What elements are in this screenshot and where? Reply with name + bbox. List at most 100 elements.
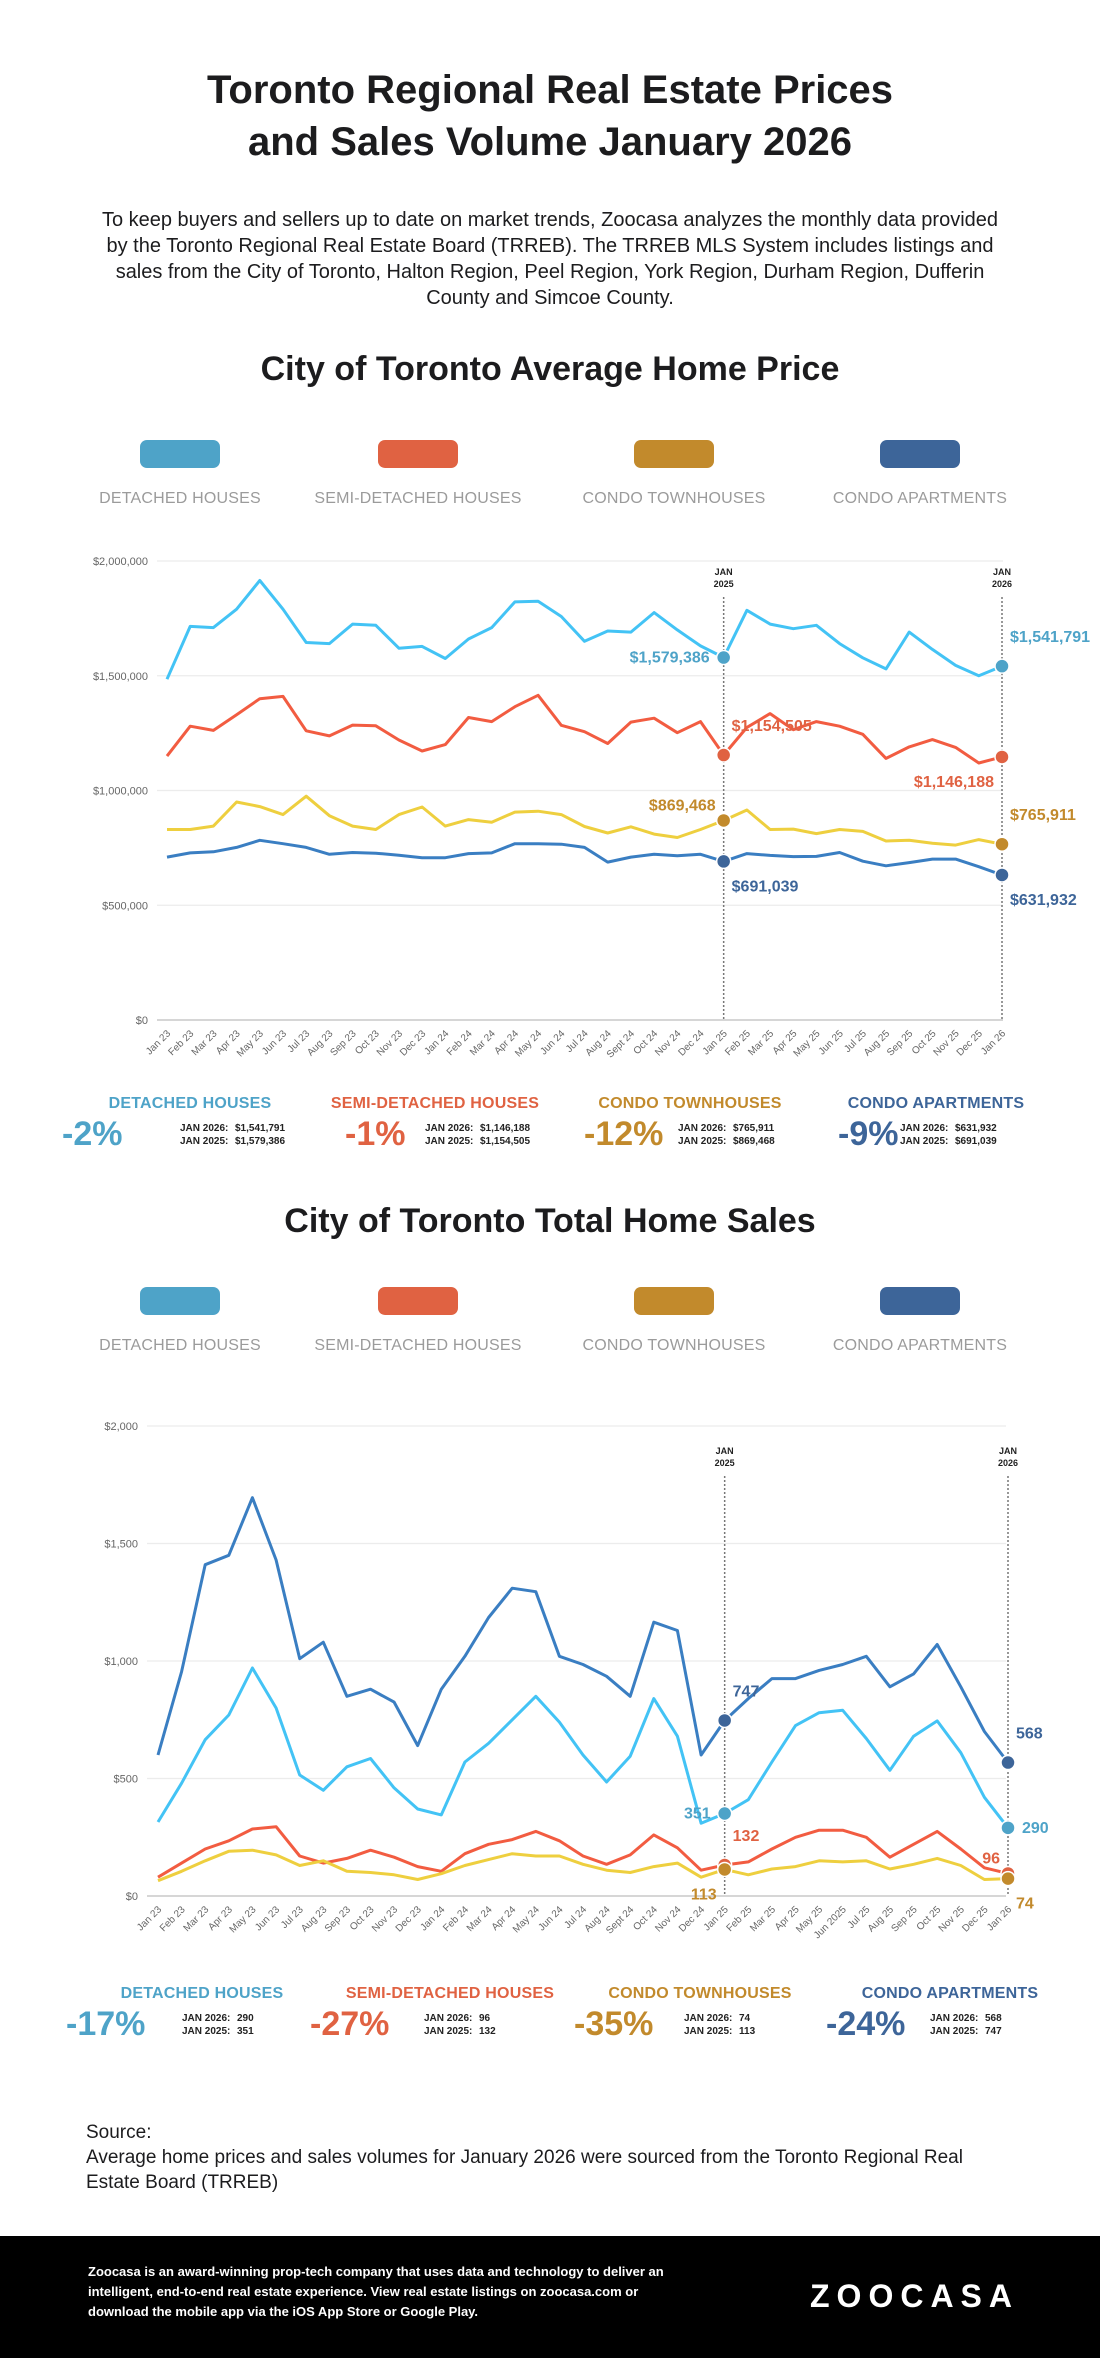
stat-row-value: $631,932 [955,1123,997,1134]
stat-row-value: 113 [739,2026,756,2037]
stat-row-value: 351 [237,2026,254,2037]
series-line-detached-houses [156,1666,1010,1829]
stat-percent-change: -17% [66,2005,146,2043]
marker-label: 2025 [714,579,734,589]
stat-row-value: $1,146,188 [480,1123,531,1134]
sales-legend: DETACHED HOUSES SEMI-DETACHED HOUSES CON… [60,1287,1040,1367]
price-stats: DETACHED HOUSES -2% JAN 2026: $1,541,791 … [62,1095,1050,1175]
stat-row-value: 290 [237,2013,254,2024]
legend-item-detached: DETACHED HOUSES [60,440,300,508]
x-tick-label: Jan 26 [985,1904,1014,1933]
stat-percent-change: -24% [826,2005,906,2043]
series-line-semi-detached-houses [165,693,1003,765]
data-label: 290 [1022,1820,1049,1837]
y-tick-label: $500 [114,1774,138,1786]
x-tick-label: Sep 23 [323,1904,353,1934]
sales-stat-semi-detached: SEMI-DETACHED HOUSES -27% JAN 2026: 96 JA… [310,1985,570,2043]
stat-row-value: $691,039 [955,1136,997,1147]
data-label: 568 [1016,1726,1043,1743]
stat-row-value: 96 [479,2013,491,2024]
price-stat-condo-apartments: CONDO APARTMENTS -9% JAN 2026: $631,932 J… [816,1095,1056,1153]
x-tick-label: Dec 25 [960,1904,990,1934]
data-point [716,1712,733,1729]
zoocasa-logo[interactable]: ZOOCASA [810,2278,1019,2314]
series-line-condo-townhouses [167,794,1003,847]
x-tick-label: Mar 24 [468,1028,498,1058]
stat-title: SEMI-DETACHED HOUSES [345,1985,555,2002]
stat-row-label: JAN 2025: [900,1136,949,1147]
data-label: 96 [982,1850,1000,1867]
marker-label: JAN [999,1446,1017,1456]
x-tick-label: Mar 23 [182,1904,212,1934]
legend-item-condo-townhouses: CONDO TOWNHOUSES [554,440,794,508]
stat-row-value: 747 [985,2026,1002,2037]
y-tick-label: $1,000 [104,1656,138,1668]
stat-row-label: JAN 2025: [930,2026,979,2037]
x-tick-label: May 24 [513,1028,544,1059]
series-line-detached-houses [165,579,1003,680]
x-tick-label: Dec 24 [677,1904,707,1934]
data-label: 351 [684,1806,711,1823]
stat-row-label: JAN 2025: [684,2026,733,2037]
data-label: $631,932 [1010,892,1077,909]
stat-row-label: JAN 2026: [424,2013,473,2024]
stat-row-value: $1,541,791 [235,1123,286,1134]
stat-row-value: $765,911 [733,1123,775,1134]
stat-row-label: JAN 2025: [678,1136,727,1147]
data-point [994,836,1010,852]
sales-stat-condo-townhouses: CONDO TOWNHOUSES -35% JAN 2026: 74 JAN 20… [574,1985,820,2043]
stat-title: CONDO TOWNHOUSES [608,1985,792,2002]
legend-label: SEMI-DETACHED HOUSES [314,1337,522,1354]
series-line-condo-apartments [166,838,1003,877]
stat-percent-change: -12% [584,1115,664,1153]
series-line-condo-apartments [156,1496,1010,1764]
stat-percent-change: -9% [838,1115,899,1153]
data-point [1000,1870,1016,1887]
x-tick-label: Sep 25 [885,1028,915,1058]
data-point [716,1805,733,1822]
data-label: $765,911 [1010,807,1076,824]
stat-values: JAN 2026: $765,911 JAN 2025: $869,468 [678,1122,775,1148]
legend-item-condo-apartments: CONDO APARTMENTS [800,440,1040,508]
price-legend: DETACHED HOUSES SEMI-DETACHED HOUSES CON… [60,440,1040,520]
y-tick-label: $1,000,000 [93,786,148,798]
legend-swatch [140,440,220,468]
stat-values: JAN 2026: $631,932 JAN 2025: $691,039 [900,1122,997,1148]
data-label: 747 [733,1683,760,1700]
series-line-semi-detached-houses [157,1825,1009,1879]
series-line-condo-townhouses [157,1848,1009,1883]
legend-swatch [378,440,458,468]
y-tick-label: $0 [136,1015,148,1027]
marker-label: 2026 [998,1458,1018,1468]
legend-label: DETACHED HOUSES [99,490,261,507]
y-tick-label: $500,000 [102,900,148,912]
marker-label: JAN [993,567,1011,577]
data-point [715,649,732,666]
x-tick-label: May 24 [511,1904,542,1935]
x-tick-label: May 23 [228,1904,259,1935]
stat-row-label: JAN 2026: [930,2013,979,2024]
sales-stat-condo-apartments: CONDO APARTMENTS -24% JAN 2026: 568 JAN 2… [826,1985,1070,2043]
stat-values: JAN 2026: 96 JAN 2025: 132 [424,2012,496,2038]
data-label: 113 [691,1886,717,1903]
intro-paragraph: To keep buyers and sellers up to date on… [101,209,999,309]
stat-row-label: JAN 2025: [425,1136,474,1147]
page-title-line2: and Sales Volume January 2026 [247,120,852,164]
x-tick-label: Mar 23 [190,1028,220,1058]
x-tick-label: Jan 26 [979,1028,1008,1057]
price-stat-condo-townhouses: CONDO TOWNHOUSES -12% JAN 2026: $765,911 … [570,1095,810,1153]
stat-row-label: JAN 2026: [684,2013,733,2024]
x-tick-label: Dec 23 [394,1904,424,1934]
stat-row-label: JAN 2025: [180,1136,229,1147]
x-tick-label: Jun 24 [538,1028,567,1057]
footer-text: Zoocasa is an award-winning prop-tech co… [88,2264,664,2319]
legend-item-semi-detached: SEMI-DETACHED HOUSES [298,1287,538,1355]
stat-values: JAN 2026: $1,541,791 JAN 2025: $1,579,386 [180,1122,285,1148]
x-tick-label: May 25 [792,1028,823,1059]
legend-label: CONDO TOWNHOUSES [582,1337,766,1354]
sales-section-title: City of Toronto Total Home Sales [284,1202,816,1240]
stat-row-value: 74 [739,2013,751,2024]
legend-item-semi-detached: SEMI-DETACHED HOUSES [298,440,538,508]
legend-label: CONDO APARTMENTS [832,1337,1008,1354]
